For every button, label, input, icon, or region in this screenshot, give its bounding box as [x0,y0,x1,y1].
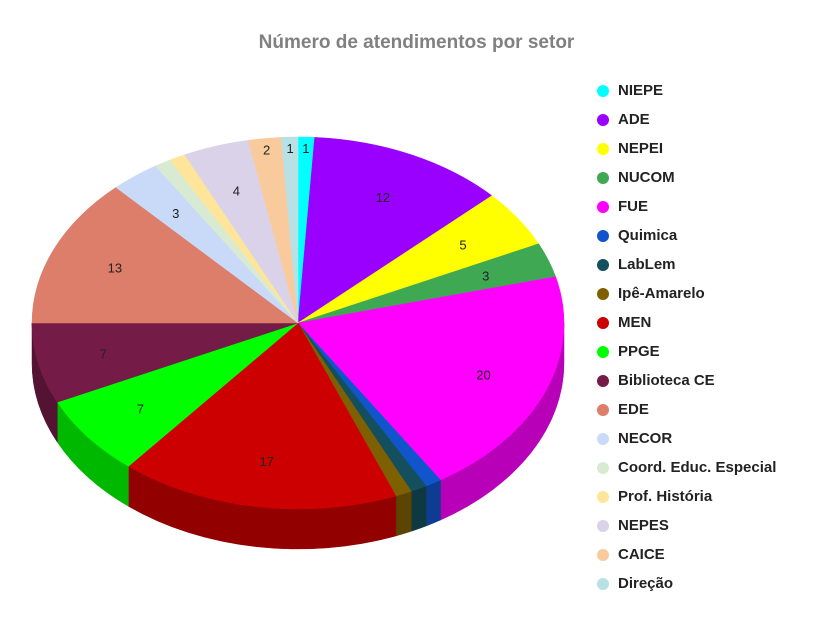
legend-swatch [597,113,609,126]
legend-swatch [597,258,609,271]
legend-label: Biblioteca CE [618,372,715,389]
slice-direcao [281,136,299,324]
legend-swatch [597,84,609,97]
legend-label: EDE [618,401,649,418]
legend-swatch [597,171,609,184]
slice-label-men: 17 [260,454,274,469]
slice-label-nepei: 5 [459,238,466,253]
legend-item-ipe-amarelo: Ipê-Amarelo [597,279,776,308]
legend-label: NEPEI [618,140,664,157]
legend-label: ADE [618,111,650,128]
legend-item-men: MEN [597,308,776,337]
slice-label-caice: 2 [263,143,270,158]
legend-item-lablem: LabLem [597,250,776,279]
slice-men [128,322,397,510]
legend-item-ppge: PPGE [597,337,776,366]
slice-label-direcao: 1 [287,141,294,156]
legend-item-nepei: NEPEI [597,134,776,163]
legend-label: Ipê-Amarelo [618,285,705,302]
legend-label: PPGE [618,343,660,360]
legend-item-biblioteca-ce: Biblioteca CE [597,366,776,395]
legend-swatch [597,548,609,561]
legend-swatch [597,490,609,503]
slice-label-necor: 3 [172,206,179,221]
legend-item-prof-historia: Prof. História [597,482,776,511]
legend-label: NEPES [618,517,669,534]
legend-swatch [597,374,609,387]
legend-label: MEN [618,314,652,331]
slice-label-fue: 20 [476,367,490,382]
legend-item-caice: CAICE [597,540,776,569]
slice-fue [297,276,565,481]
legend-label: LabLem [618,256,676,273]
legend-label: Coord. Educ. Especial [618,459,777,476]
legend-label: NUCOM [618,169,675,186]
legend-item-ade: ADE [597,105,776,134]
legend-swatch [597,461,609,474]
slice-side-quimica [425,479,441,527]
slice-ede [31,187,299,324]
legend-item-nepes: NEPES [597,511,776,540]
slice-ppge [56,322,299,467]
legend-item-quimica: Quimica [597,221,776,250]
legend-item-ede: EDE [597,395,776,424]
slice-biblioteca-ce [31,322,299,403]
legend-swatch [597,316,609,329]
slice-label-ppge: 7 [137,402,144,417]
legend-label: FUE [618,198,648,215]
legend-item-direcao: Direção [597,569,776,598]
slice-label-ade: 12 [376,190,390,205]
legend-item-fue: FUE [597,192,776,221]
chart-title: Número de atendimentos por setor [258,32,575,53]
legend-label: CAICE [618,546,665,563]
slice-label-ede: 13 [108,261,122,276]
legend-swatch [597,519,609,532]
slice-side-ipe-amarelo [395,490,412,537]
legend-item-coord-educ-especial: Coord. Educ. Especial [597,453,776,482]
legend-item-nucom: NUCOM [597,163,776,192]
slice-side-lablem [411,485,427,532]
legend-label: NIEPE [618,82,664,99]
legend-item-niepe: NIEPE [597,76,776,105]
slice-label-nucom: 3 [482,269,489,284]
slice-label-biblioteca-ce: 7 [100,346,107,361]
legend: NIEPE ADE NEPEI NUCOM FUE Quimica LabLem Ipê-Am… [597,76,776,598]
legend-swatch [597,200,609,213]
legend-label: NECOR [618,430,673,447]
legend-swatch [597,403,609,416]
slice-label-nepes: 4 [233,183,240,198]
legend-label: Direção [618,575,674,592]
legend-label: Prof. História [618,488,713,505]
legend-swatch [597,229,609,242]
slice-label-niepe: 1 [302,141,309,156]
legend-swatch [597,287,609,300]
legend-swatch [597,577,609,590]
slice-ade [297,137,493,324]
legend-swatch [597,432,609,445]
legend-label: Quimica [618,227,678,244]
legend-swatch [597,142,609,155]
legend-item-necor: NECOR [597,424,776,453]
legend-swatch [597,345,609,358]
